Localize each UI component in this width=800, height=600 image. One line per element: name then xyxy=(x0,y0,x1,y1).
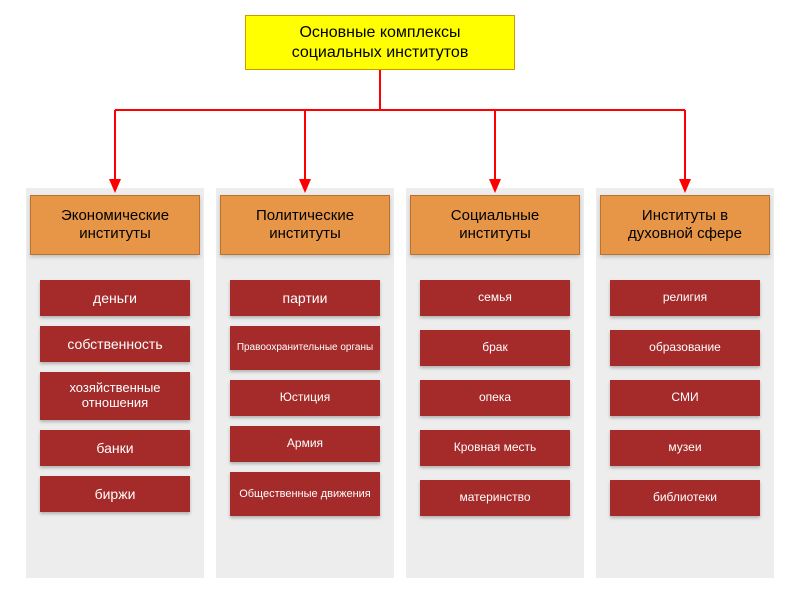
item-label: Армия xyxy=(287,437,323,451)
item-node-1-0: партии xyxy=(230,280,380,316)
item-label: собственность xyxy=(67,336,162,352)
item-label: деньги xyxy=(93,290,137,306)
item-node-3-4: библиотеки xyxy=(610,480,760,516)
item-node-3-0: религия xyxy=(610,280,760,316)
category-line2: институты xyxy=(79,225,151,242)
item-node-0-1: собственность xyxy=(40,326,190,362)
item-node-0-0: деньги xyxy=(40,280,190,316)
item-label: музеи xyxy=(668,441,701,455)
item-label: опека xyxy=(479,391,511,405)
item-label: библиотеки xyxy=(653,491,717,505)
category-line2: институты xyxy=(459,225,531,242)
item-label: СМИ xyxy=(671,391,698,405)
category-line1: Социальные xyxy=(451,207,539,224)
category-line2: институты xyxy=(269,225,341,242)
category-line1: Институты в xyxy=(642,207,728,224)
item-node-2-2: опека xyxy=(420,380,570,416)
category-line2: духовной сфере xyxy=(628,225,742,242)
item-label: биржи xyxy=(95,486,136,502)
item-node-1-2: Юстиция xyxy=(230,380,380,416)
category-line1: Экономические xyxy=(61,207,169,224)
item-node-1-4: Общественные движения xyxy=(230,472,380,516)
item-label: Юстиция xyxy=(280,391,330,405)
item-node-3-2: СМИ xyxy=(610,380,760,416)
item-label: образование xyxy=(649,341,721,355)
item-label: банки xyxy=(96,440,133,456)
root-line1: Основные комплексы xyxy=(299,24,460,41)
item-node-2-4: материнство xyxy=(420,480,570,516)
item-node-2-3: Кровная месть xyxy=(420,430,570,466)
item-node-2-1: брак xyxy=(420,330,570,366)
category-line1: Политические xyxy=(256,207,354,224)
item-label: хозяйственные отношения xyxy=(44,381,186,411)
item-node-1-1: Правоохранительные органы xyxy=(230,326,380,370)
item-label: брак xyxy=(482,341,507,355)
root-node: Основные комплексы социальных институтов xyxy=(245,15,515,70)
item-node-0-3: банки xyxy=(40,430,190,466)
item-label: Общественные движения xyxy=(239,488,371,501)
item-label: Правоохранительные органы xyxy=(237,342,373,354)
category-node-0: Экономическиеинституты xyxy=(30,195,200,255)
category-node-1: Политическиеинституты xyxy=(220,195,390,255)
item-label: партии xyxy=(283,290,328,306)
item-label: религия xyxy=(663,291,707,305)
root-line2: социальных институтов xyxy=(292,44,469,61)
item-node-0-4: биржи xyxy=(40,476,190,512)
item-label: Кровная месть xyxy=(454,441,537,455)
item-node-0-2: хозяйственные отношения xyxy=(40,372,190,420)
category-node-3: Институты вдуховной сфере xyxy=(600,195,770,255)
item-label: материнство xyxy=(459,491,530,505)
item-node-1-3: Армия xyxy=(230,426,380,462)
item-node-2-0: семья xyxy=(420,280,570,316)
category-node-2: Социальныеинституты xyxy=(410,195,580,255)
item-label: семья xyxy=(478,291,512,305)
item-node-3-1: образование xyxy=(610,330,760,366)
item-node-3-3: музеи xyxy=(610,430,760,466)
